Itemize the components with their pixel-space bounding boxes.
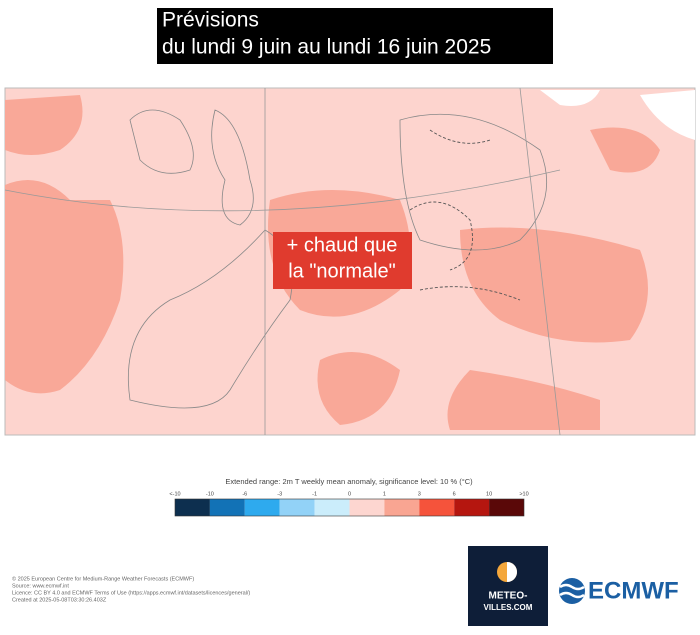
anomaly-area: [590, 127, 660, 173]
no-signal-area: [640, 90, 695, 140]
overlay-box: [273, 232, 412, 289]
overlay-line: + chaud que: [287, 234, 398, 256]
logo-moon: [507, 562, 517, 582]
footer: © 2025 European Centre for Medium-Range …: [12, 575, 250, 603]
legend-label: -1: [312, 491, 317, 497]
legend-swatch: [279, 499, 315, 516]
legend-label: 3: [418, 491, 421, 497]
no-signal-area: [540, 90, 600, 106]
legend-swatch: [419, 499, 455, 516]
anomaly-area: [5, 95, 83, 155]
legend-frame: [174, 498, 525, 517]
logo-text: METEO-: [489, 591, 528, 602]
legend-label: 1: [383, 491, 386, 497]
legend-swatch: [454, 499, 490, 516]
legend-title: Extended range: 2m T weekly mean anomaly…: [225, 477, 473, 486]
legend-label: 6: [453, 491, 456, 497]
legend-label: -10: [206, 491, 214, 497]
graticule: [4, 87, 561, 436]
footer-line: Created at 2025-05-08T03:30:26.403Z: [12, 597, 107, 603]
legend-label: -6: [242, 491, 247, 497]
title-box: [157, 8, 553, 64]
legend-swatch: [244, 499, 280, 516]
legend-label: 10: [486, 491, 492, 497]
title-line: Prévisions: [162, 9, 259, 32]
anomaly-area: [447, 370, 600, 430]
legend-swatch: [384, 499, 420, 516]
legend-label: -3: [277, 491, 282, 497]
footer-line: Source: www.ecmwf.int: [12, 583, 69, 589]
overlay-line: la "normale": [288, 260, 396, 282]
contour: [409, 129, 521, 301]
anomaly-area: [460, 227, 648, 343]
logo-globe: [559, 578, 585, 604]
legend-swatch: [489, 499, 524, 516]
title-line: du lundi 9 juin au lundi 16 juin 2025: [162, 36, 491, 59]
logo-text: ECMWF: [588, 577, 679, 604]
footer-line: Licence: CC BY 4.0 and ECMWF Terms of Us…: [12, 590, 250, 596]
logo-box: [468, 546, 548, 626]
legend-swatch: [175, 499, 210, 516]
legend-swatch: [314, 499, 350, 516]
anomaly-area: [317, 352, 400, 425]
logo-text: VILLES.COM: [484, 603, 533, 612]
anomaly-area: [5, 180, 124, 394]
meteo-logo: METEO- VILLES.COM: [468, 546, 548, 626]
ecmwf-logo: ECMWF: [559, 577, 679, 604]
legend-label: >10: [519, 491, 528, 497]
footer-line: © 2025 European Centre for Medium-Range …: [12, 575, 194, 582]
legend-swatch: [209, 499, 245, 516]
legend-swatch: [349, 499, 385, 516]
coastline: [127, 109, 548, 409]
legend-label: <-10: [169, 491, 180, 497]
logo-waves: [559, 583, 585, 599]
legend-label: 0: [348, 491, 351, 497]
legend: Extended range: 2m T weekly mean anomaly…: [169, 477, 529, 517]
